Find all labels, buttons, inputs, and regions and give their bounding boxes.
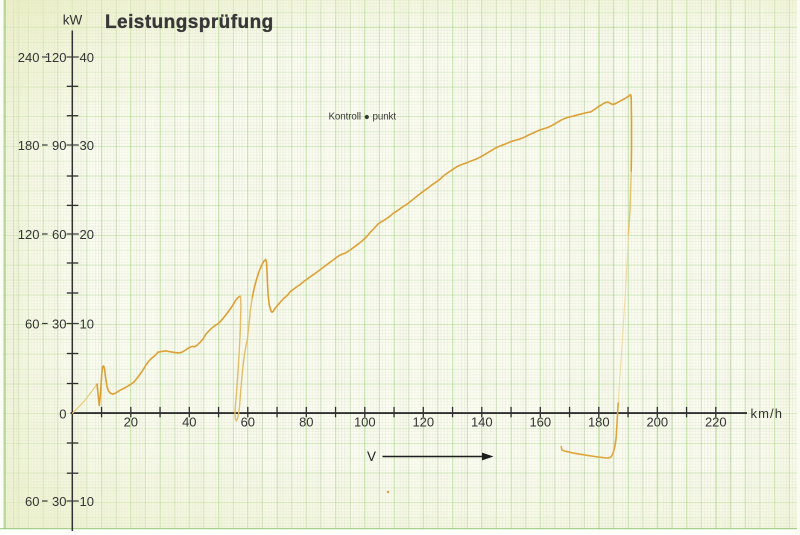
svg-text:40: 40 <box>80 50 94 65</box>
svg-text:km/h: km/h <box>751 406 784 421</box>
svg-text:40: 40 <box>182 415 196 430</box>
svg-text:10: 10 <box>80 316 94 331</box>
svg-text:20: 20 <box>124 415 138 430</box>
svg-text:30: 30 <box>52 316 66 331</box>
svg-text:120: 120 <box>412 415 434 430</box>
svg-text:20: 20 <box>80 227 94 242</box>
svg-text:140: 140 <box>471 415 493 430</box>
svg-text:100: 100 <box>354 415 376 430</box>
svg-text:240: 240 <box>18 50 40 65</box>
svg-text:0: 0 <box>59 406 66 421</box>
svg-text:10: 10 <box>80 494 94 509</box>
svg-text:80: 80 <box>299 415 313 430</box>
svg-text:60: 60 <box>25 494 39 509</box>
svg-text:Leistungsprüfung: Leistungsprüfung <box>105 12 274 33</box>
svg-text:160: 160 <box>529 415 551 430</box>
svg-text:220: 220 <box>705 415 727 430</box>
svg-text:120: 120 <box>18 227 40 242</box>
svg-text:60: 60 <box>52 227 66 242</box>
svg-text:180: 180 <box>18 138 40 153</box>
svg-text:120: 120 <box>45 50 67 65</box>
svg-text:60: 60 <box>241 415 255 430</box>
svg-text:90: 90 <box>52 138 66 153</box>
svg-text:180: 180 <box>588 415 610 430</box>
svg-text:60: 60 <box>25 316 39 331</box>
svg-text:V: V <box>367 449 376 464</box>
svg-text:30: 30 <box>52 494 66 509</box>
svg-text:punkt: punkt <box>373 112 397 123</box>
svg-text:Kontroll: Kontroll <box>329 112 361 123</box>
svg-text:200: 200 <box>646 415 668 430</box>
svg-text:kW: kW <box>63 13 83 28</box>
svg-text:30: 30 <box>80 138 94 153</box>
